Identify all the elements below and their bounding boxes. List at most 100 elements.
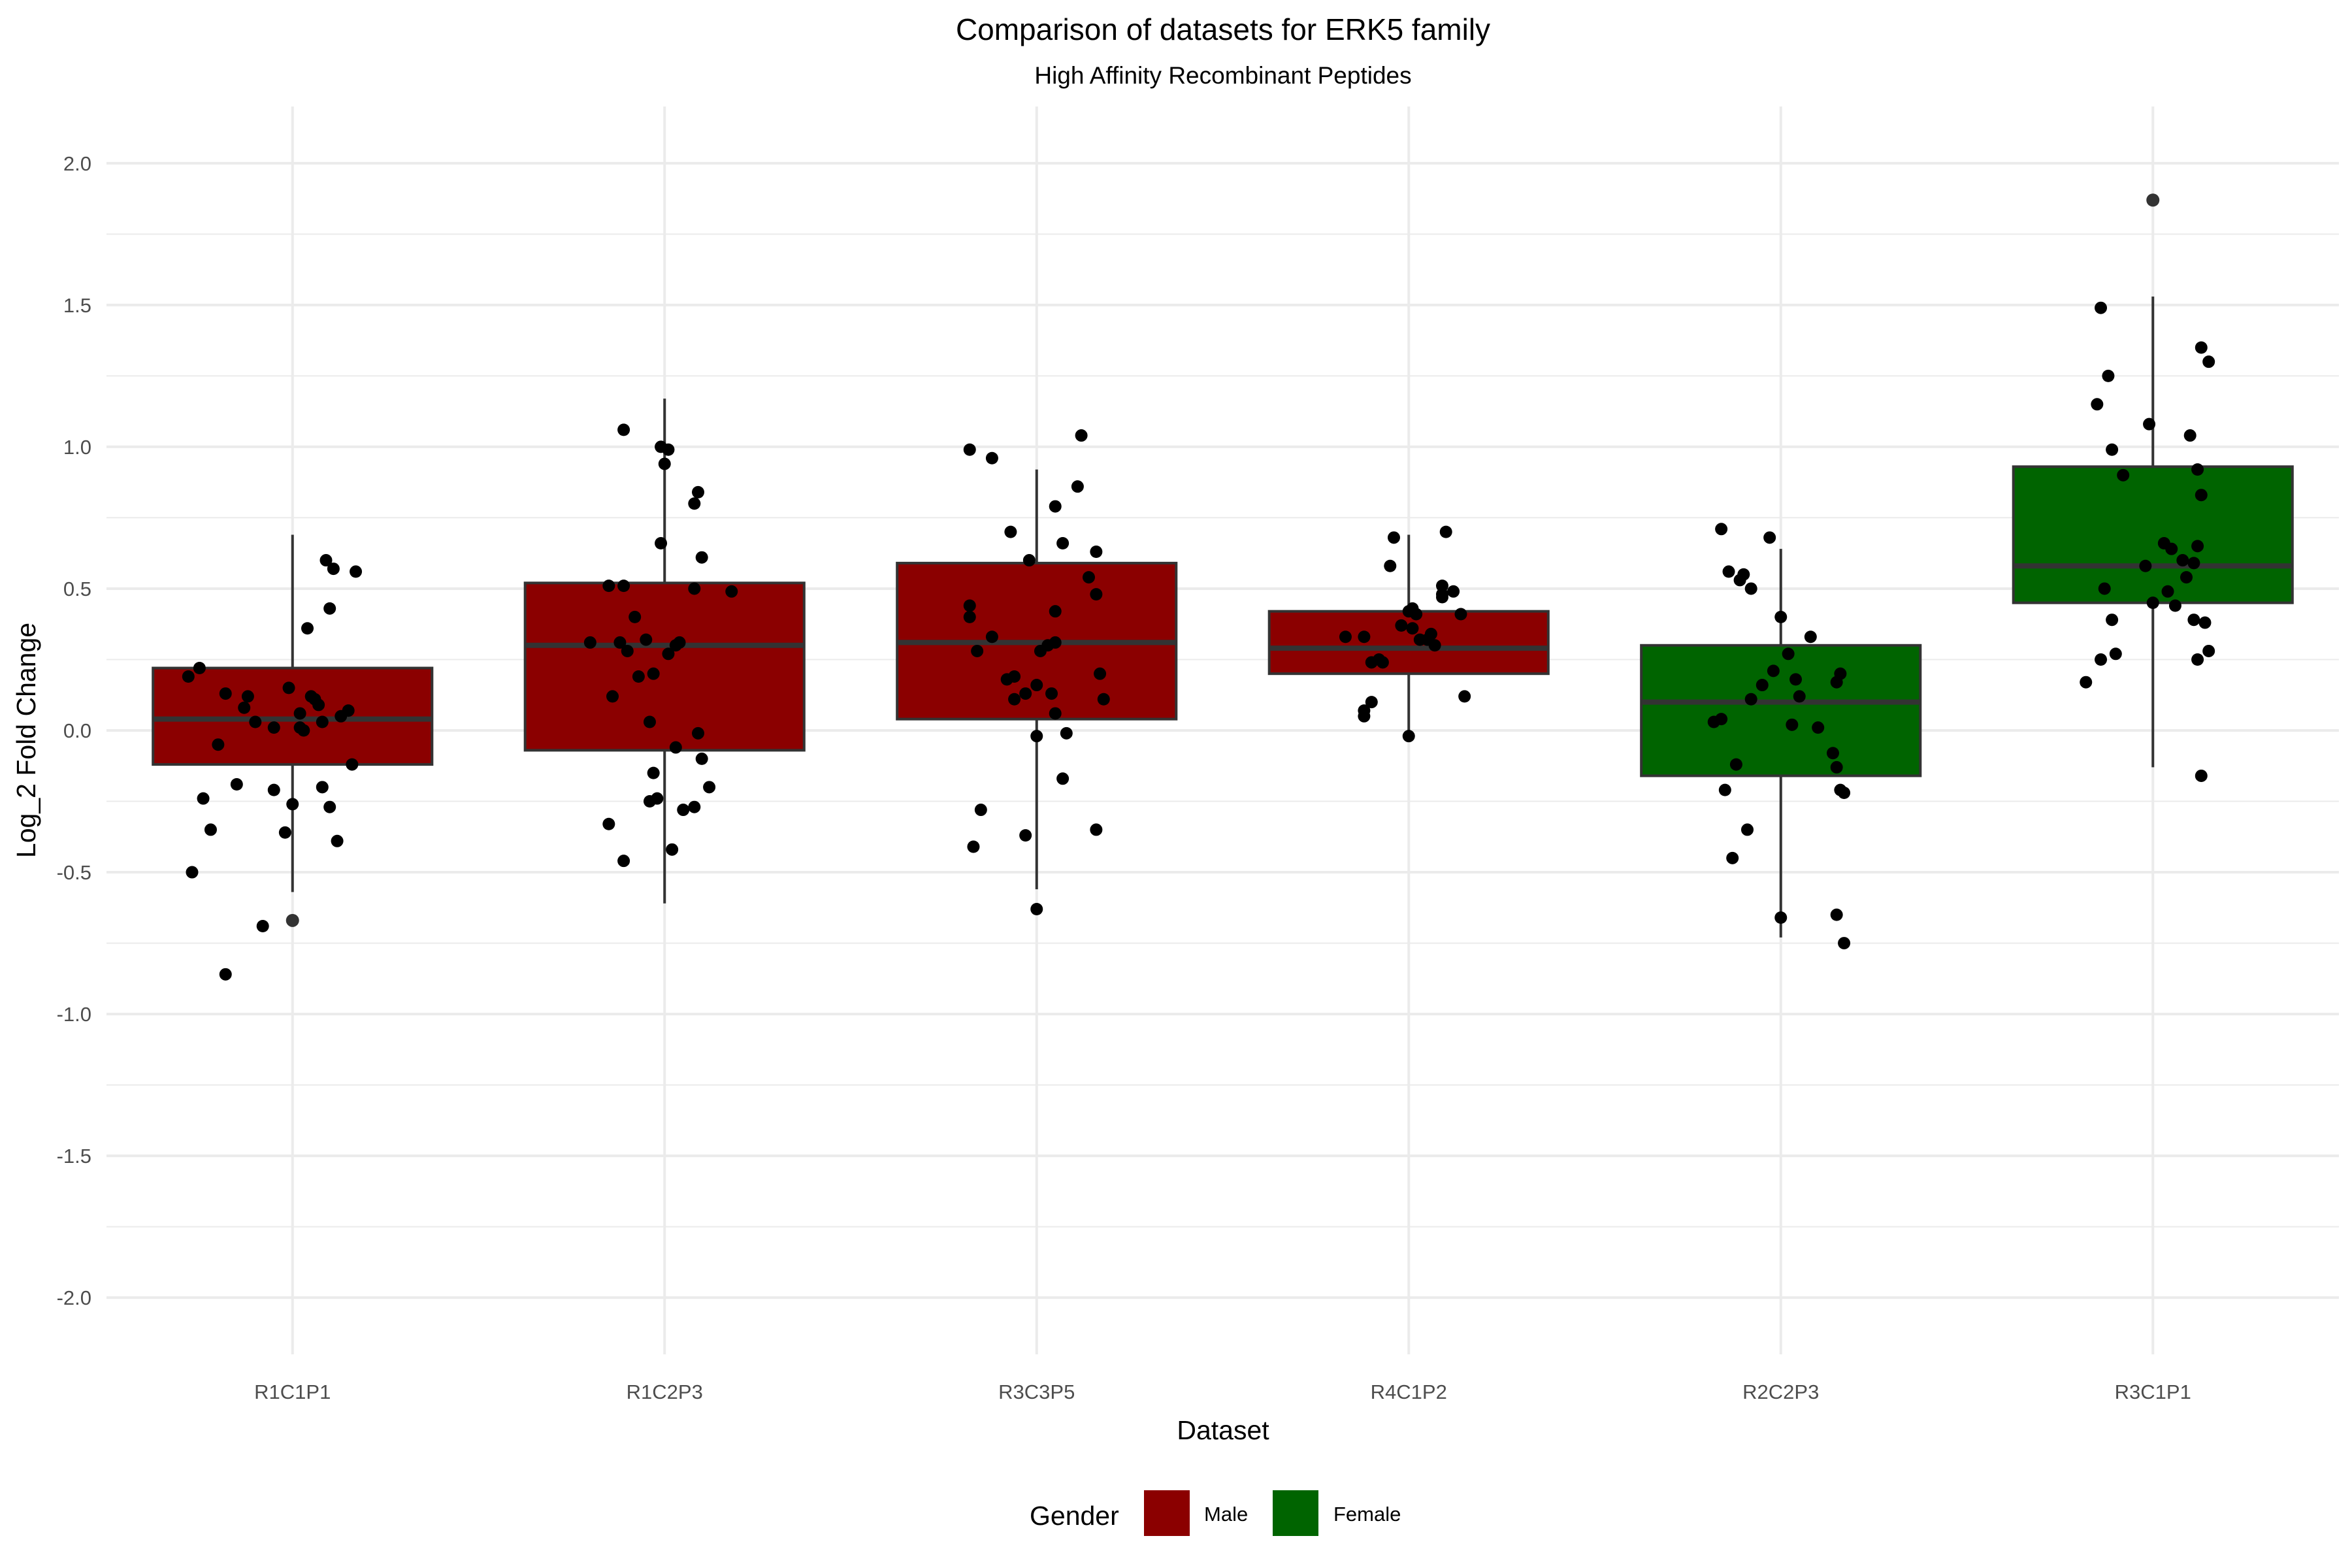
data-point — [1008, 670, 1021, 683]
data-point — [286, 798, 299, 811]
outlier-point — [2146, 193, 2160, 207]
data-point — [1740, 823, 1754, 836]
y-tick-label: 1.5 — [63, 294, 91, 317]
data-point — [1826, 747, 1839, 760]
data-point — [2187, 557, 2200, 570]
data-point — [695, 752, 708, 765]
data-point — [1395, 619, 1408, 632]
data-point — [219, 687, 232, 700]
legend: Gender Male Female — [1030, 1490, 1401, 1536]
data-point — [967, 840, 980, 853]
data-point — [1075, 429, 1088, 442]
data-point — [725, 585, 738, 598]
data-point — [963, 599, 976, 612]
y-tick-label: -0.5 — [57, 861, 91, 884]
data-point — [1812, 721, 1825, 734]
data-point — [1838, 937, 1851, 950]
y-axis-title: Log_2 Fold Change — [11, 623, 41, 858]
data-point — [2195, 341, 2208, 354]
data-point — [1726, 851, 1739, 864]
data-point — [2106, 443, 2119, 456]
data-point — [1454, 608, 1467, 621]
data-point — [219, 968, 232, 981]
data-point — [2191, 463, 2204, 476]
y-tick-label: 1.0 — [63, 436, 91, 459]
data-point — [632, 670, 645, 683]
data-point — [1049, 707, 1062, 720]
data-point — [1410, 608, 1423, 621]
data-point — [1056, 772, 1070, 785]
box-series — [152, 193, 2294, 938]
data-point — [1436, 580, 1449, 593]
data-point — [692, 485, 705, 498]
x-tick-label: R3C1P1 — [2115, 1380, 2191, 1403]
x-axis-title: Dataset — [1177, 1415, 1269, 1445]
data-point — [692, 727, 705, 740]
data-point — [1056, 537, 1070, 549]
data-point — [695, 551, 708, 564]
data-point — [2168, 599, 2181, 612]
data-point — [241, 690, 254, 703]
data-point — [613, 636, 627, 649]
data-point — [1436, 591, 1449, 604]
data-point — [1793, 690, 1806, 703]
data-point — [1019, 829, 1032, 842]
y-tick-label: -1.0 — [57, 1003, 91, 1026]
data-point — [963, 610, 976, 623]
data-point — [1744, 582, 1757, 595]
legend-label-male: Male — [1204, 1503, 1248, 1526]
data-point — [2095, 653, 2108, 666]
data-point — [2098, 582, 2111, 595]
data-point — [342, 704, 355, 717]
data-point — [1387, 531, 1400, 544]
legend-swatch-male — [1144, 1490, 1190, 1536]
data-point — [1022, 554, 1036, 567]
data-point — [602, 817, 615, 830]
x-tick-label: R3C3P5 — [998, 1380, 1075, 1403]
data-point — [1402, 730, 1415, 743]
data-point — [985, 451, 998, 465]
data-point — [267, 721, 280, 734]
y-axis-ticks: -2.0 -1.5 -1.0 -0.5 0.0 0.5 1.0 1.5 2.0 — [57, 152, 91, 1309]
box-r3c1p1 — [2012, 193, 2294, 768]
data-point — [2091, 398, 2104, 411]
outlier-point — [286, 913, 299, 927]
data-point — [1722, 565, 1735, 578]
data-point — [1004, 525, 1017, 538]
data-point — [1045, 687, 1058, 700]
box-body — [1267, 610, 1550, 676]
data-point — [1786, 718, 1799, 731]
data-point — [282, 681, 295, 694]
x-tick-label: R1C2P3 — [627, 1380, 703, 1403]
data-point — [1830, 676, 1843, 689]
data-point — [669, 741, 682, 754]
data-point — [1082, 571, 1095, 584]
box-r4c1p2 — [1267, 534, 1550, 736]
data-point — [2102, 369, 2115, 382]
data-point — [2202, 644, 2215, 657]
box-body — [523, 581, 806, 752]
data-point — [2176, 554, 2189, 567]
legend-swatch-female — [1273, 1490, 1318, 1536]
data-point — [2195, 489, 2208, 502]
data-point — [2187, 613, 2200, 627]
data-point — [651, 792, 664, 805]
box-body — [1640, 644, 1922, 777]
data-point — [1458, 690, 1471, 703]
data-point — [256, 920, 269, 933]
data-point — [647, 667, 660, 680]
data-point — [1090, 588, 1103, 601]
data-point — [606, 690, 619, 703]
data-point — [1774, 610, 1788, 623]
y-tick-label: -2.0 — [57, 1286, 91, 1309]
data-point — [193, 662, 206, 674]
y-tick-label: 0.0 — [63, 719, 91, 742]
data-point — [1049, 605, 1062, 618]
legend-label-female: Female — [1333, 1503, 1401, 1526]
chart-title: Comparison of datasets for ERK5 family — [956, 12, 1490, 46]
data-point — [1384, 559, 1397, 572]
data-point — [2143, 417, 2156, 431]
data-point — [316, 715, 329, 728]
y-tick-label: 2.0 — [63, 152, 91, 175]
data-point — [1090, 546, 1103, 559]
